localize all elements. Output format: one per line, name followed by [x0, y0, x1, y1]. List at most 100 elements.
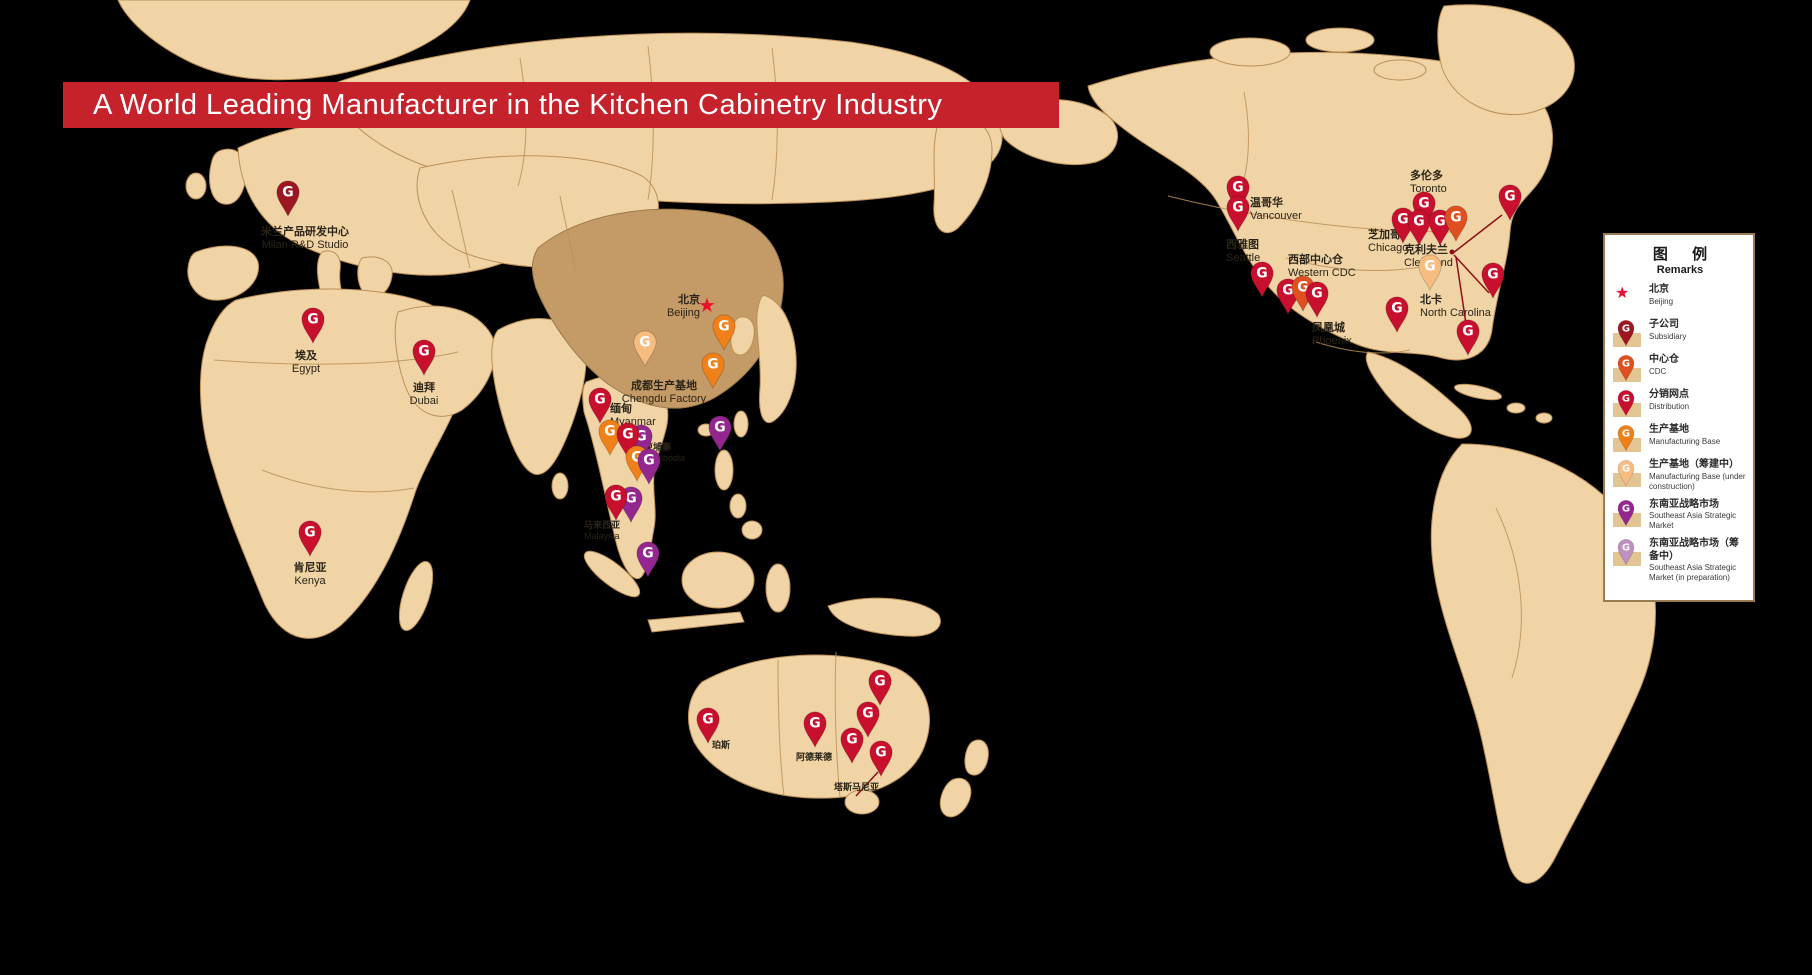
legend-item-text: 东南亚战略市场 Southeast Asia Strategic Market	[1645, 499, 1747, 532]
svg-text:G: G	[1487, 267, 1498, 283]
land-philippines-1	[714, 449, 734, 491]
map-label-en: Dubai	[409, 394, 439, 407]
svg-text:G: G	[1622, 394, 1630, 405]
svg-text:G: G	[1311, 286, 1322, 302]
legend-items: ★ 北京 Beijing G 子公司 Subsidiary G 中心仓 CDC G 分销网点 Dist…	[1613, 284, 1747, 583]
map-label-myanmar: 缅甸 Myanmar	[610, 403, 690, 429]
land-sri-lanka	[551, 472, 569, 500]
map-label-zh: 马来西亚	[584, 520, 621, 530]
map-label-zh: 成都生产基地	[631, 380, 697, 392]
map-label-zh: 多伦多	[1410, 170, 1443, 182]
map-label-en: Beijing	[666, 306, 700, 319]
legend-item-text: 东南亚战略市场（筹备中） Southeast Asia Strategic Mar…	[1645, 538, 1747, 583]
svg-text:G: G	[1622, 324, 1630, 335]
svg-text:G: G	[874, 674, 885, 690]
legend-label-zh: 东南亚战略市场	[1649, 498, 1719, 510]
map-pin-qingdao: G	[710, 313, 738, 352]
map-pin-shanghai: G	[699, 351, 727, 390]
svg-text:G: G	[809, 716, 820, 732]
land-middle-east	[394, 305, 496, 417]
land-sumatra	[583, 550, 641, 598]
map-label-zh: 克利夫兰	[1404, 244, 1448, 256]
map-pin-malaysia-b: G	[602, 483, 630, 522]
map-pin-tasmania: G	[867, 739, 895, 778]
svg-text:G: G	[1450, 210, 1461, 226]
legend-label-zh: 分销网点	[1649, 389, 1689, 400]
legend-label-en: Subsidiary	[1649, 331, 1687, 341]
map-pin-atlantic-b: G	[1479, 261, 1507, 300]
land-kamchatka	[933, 116, 993, 234]
map-label-cambodia: 柬埔寨 Cambodia	[644, 442, 724, 463]
legend-item-text: 分销网点 Distribution	[1645, 389, 1689, 412]
map-label-zh: 西雅图	[1226, 239, 1259, 251]
beijing-star-icon: ★	[698, 295, 716, 317]
svg-text:G: G	[707, 357, 718, 373]
svg-text:G: G	[1622, 359, 1630, 370]
map-label-zh: 肯尼亚	[293, 562, 327, 574]
map-label-en: Vancouver	[1250, 209, 1302, 222]
map-label-zh: 迪拜	[413, 382, 435, 394]
map-label-en: Seattle	[1226, 251, 1261, 264]
legend-item-se_asia: G 东南亚战略市场 Southeast Asia Strategic Market	[1613, 499, 1747, 532]
svg-text:G: G	[642, 546, 653, 562]
svg-text:G: G	[594, 392, 605, 408]
map-label-en: Chengdu Factory	[621, 392, 707, 405]
legend-pin-icon-se_asia_prep: G	[1613, 538, 1645, 566]
svg-text:G: G	[639, 335, 650, 351]
map-label-egypt: 埃及 Egypt	[266, 350, 346, 376]
svg-text:G: G	[1232, 180, 1243, 196]
legend-label-zh: 生产基地	[1649, 424, 1689, 435]
svg-text:G: G	[610, 489, 621, 505]
map-pin-florida: G	[1454, 318, 1482, 357]
map-label-zh: 芝加哥	[1368, 229, 1401, 241]
map-pin-northeast-e: G	[1442, 204, 1470, 243]
map-label-chicago: 芝加哥 Chicago	[1368, 229, 1448, 255]
legend-item-text: 中心仓 CDC	[1645, 354, 1679, 377]
map-label-en: Phoenix	[1312, 334, 1352, 347]
map-pin-perth: G	[694, 706, 722, 745]
legend-label-en: CDC	[1649, 366, 1667, 376]
land-greenland	[1437, 4, 1575, 116]
svg-text:G: G	[1622, 503, 1630, 514]
land-central-america	[1365, 351, 1472, 439]
legend-item-manufacturing_uc: G 生产基地（筹建中） Manufacturing Base (under cons…	[1613, 459, 1747, 492]
legend-item-beijing: ★ 北京 Beijing	[1613, 284, 1747, 312]
legend-label-zh: 生产基地（筹建中）	[1649, 459, 1739, 470]
legend-star-icon: ★	[1615, 285, 1630, 302]
land-nz-south	[939, 777, 972, 818]
svg-text:G: G	[714, 420, 725, 436]
map-label-en: Kenya	[294, 574, 326, 587]
map-label-seattle: 西雅图 Seattle	[1226, 239, 1306, 265]
legend-title-zh: 图 例	[1652, 246, 1718, 263]
map-pin-chengdu: G	[631, 329, 659, 368]
map-pin-northeast-c: G	[1405, 208, 1433, 247]
svg-text:G: G	[862, 706, 873, 722]
svg-text:G: G	[282, 185, 293, 201]
map-pin-kenya: G	[296, 519, 324, 558]
map-pin-california: G	[1248, 260, 1276, 299]
map-pin-manila: G	[706, 414, 734, 453]
map-label-adelaide: 阿德莱德	[796, 752, 866, 763]
legend-item-text: 子公司 Subsidiary	[1645, 319, 1686, 342]
svg-text:G: G	[702, 712, 713, 728]
map-label-zh: 埃及	[295, 350, 317, 362]
svg-text:G: G	[625, 491, 636, 507]
legend-label-en: Beijing	[1649, 296, 1674, 306]
map-label-en: Western CDC	[1288, 266, 1356, 279]
legend-item-cdc: G 中心仓 CDC	[1613, 354, 1747, 382]
map-label-zh: 凤凰城	[1312, 322, 1345, 334]
map-label-zh: 北京	[678, 294, 700, 306]
svg-text:G: G	[1622, 429, 1630, 440]
land-ireland	[185, 172, 207, 200]
map-label-malaysia: 马来西亚 Malaysia	[584, 520, 664, 541]
svg-text:G: G	[604, 424, 615, 440]
land-new-guinea	[827, 597, 941, 637]
land-borneo	[681, 551, 755, 609]
svg-text:G: G	[1622, 543, 1630, 554]
legend-item-se_asia_prep: G 东南亚战略市场（筹备中） Southeast Asia Strategic Ma…	[1613, 538, 1747, 583]
legend-item-text: 生产基地 Manufacturing Base	[1645, 424, 1720, 447]
svg-text:G: G	[631, 450, 642, 466]
svg-text:G: G	[1282, 283, 1293, 299]
svg-text:G: G	[875, 745, 886, 761]
